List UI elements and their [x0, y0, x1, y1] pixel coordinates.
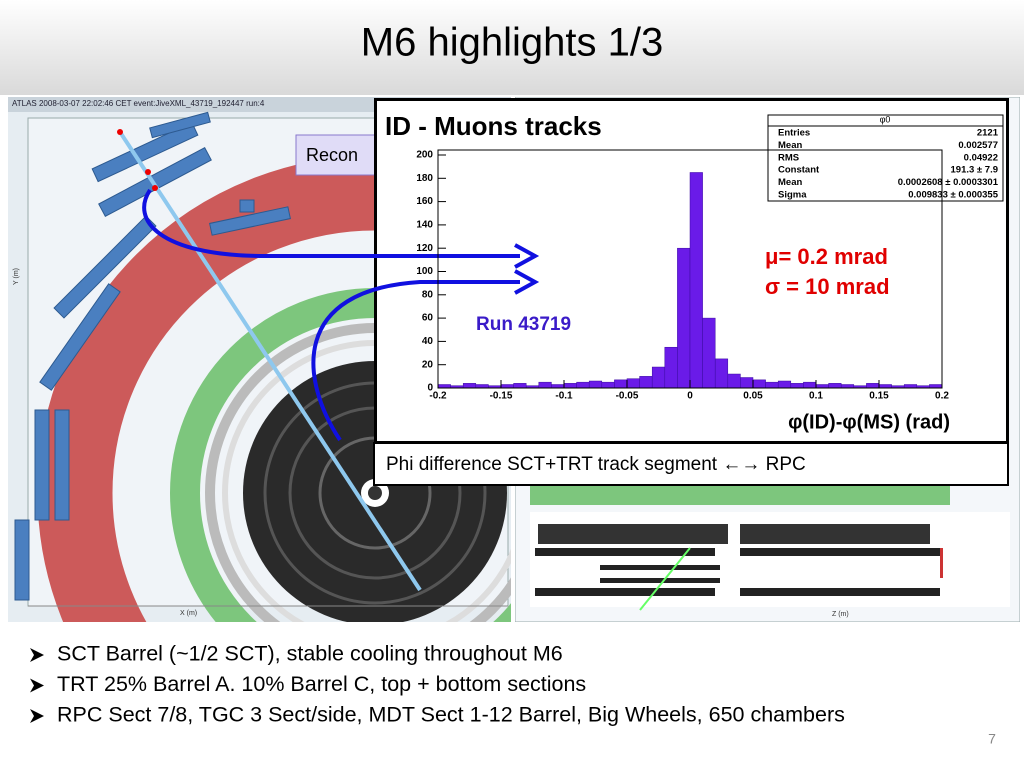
stats-value: 191.3 ± 7.9: [951, 165, 998, 176]
histogram-bar: [790, 383, 804, 389]
x-tick-label: -0.1: [555, 391, 573, 402]
bullet-marker: [30, 648, 44, 662]
bullet-text: RPC Sect 7/8, TGC 3 Sect/side, MDT Sect …: [57, 703, 845, 727]
histogram-bar: [664, 346, 678, 389]
histogram-bar: [866, 383, 880, 389]
histogram-bar: [765, 381, 779, 389]
histogram-bar: [714, 358, 729, 389]
histogram-bar: [475, 384, 489, 389]
histogram-title: ID - Muons tracks: [385, 111, 602, 141]
z-axis-label: Z (m): [832, 611, 849, 618]
x-tick-label: 0.2: [935, 391, 949, 402]
histogram-bar: [639, 376, 653, 389]
annotation: μ= 0.2 mrad: [765, 244, 888, 269]
stats-label: RMS: [778, 152, 799, 163]
histogram-bar: [651, 366, 666, 389]
histogram-bar: [702, 317, 716, 389]
caption: Phi difference SCT+TRT track segment ←→ …: [386, 454, 806, 475]
histogram-bar: [500, 384, 514, 389]
y-tick-label: 20: [422, 359, 434, 370]
caption-box: [373, 442, 1009, 486]
stats-value: 0.04922: [964, 152, 998, 163]
histogram-bar: [576, 381, 590, 389]
annotation: σ = 10 mrad: [765, 274, 890, 299]
histogram-bar: [677, 247, 691, 389]
stats-label: Mean: [778, 140, 802, 151]
x-tick-label: -0.05: [616, 391, 639, 402]
y-tick-label: 0: [427, 383, 433, 394]
banner: ATLAS 2008-03-07 22:02:46 CET event:Jive…: [12, 99, 265, 108]
stats-label: Mean: [778, 177, 802, 188]
x-tick-label: 0.15: [869, 391, 889, 402]
stats-label: Entries: [778, 128, 810, 139]
slide-title: M6 highlights 1/3: [361, 21, 663, 65]
histogram-bar: [828, 383, 842, 389]
histogram-bar: [903, 384, 918, 389]
y-tick-label: 80: [422, 289, 434, 300]
histogram-bar: [803, 381, 817, 389]
histogram-bar: [614, 379, 628, 389]
bullet-marker: [30, 678, 44, 693]
stats-label: Constant: [778, 165, 820, 176]
x-tick-label: 0.05: [743, 391, 763, 402]
x-tick-label: -0.15: [490, 391, 513, 402]
histogram-bar: [689, 172, 703, 389]
y-tick-label: 140: [416, 220, 433, 231]
label-box: [295, 134, 377, 176]
bullet-marker: [30, 709, 44, 723]
histogram-bar: [538, 381, 552, 389]
annotation: Run 43719: [476, 314, 571, 335]
page-number: 7: [988, 731, 996, 747]
bullet-text: TRT 25% Barrel A. 10% Barrel C, top + bo…: [57, 672, 586, 696]
y-tick-label: 200: [416, 150, 433, 161]
stats-label: Sigma: [778, 190, 807, 201]
histogram-bar: [929, 384, 943, 389]
histogram-bar: [727, 373, 741, 389]
histogram-bar: [513, 383, 527, 389]
title-bar: [0, 0, 1024, 95]
y-tick-label: 60: [422, 313, 434, 324]
arrows: [142, 188, 540, 442]
y-tick-label: 40: [422, 336, 434, 347]
x-axis-label: X (m): [180, 610, 197, 617]
histogram-bar: [878, 384, 892, 389]
histogram-bar: [588, 380, 603, 389]
histogram-bar: [740, 377, 754, 389]
stats-box: [767, 114, 1004, 202]
histogram-bar: [777, 380, 792, 389]
x-tick-label: 0: [687, 391, 693, 402]
x-axis-label: φ(ID)-φ(MS) (rad): [788, 411, 950, 433]
histogram-bar: [601, 381, 615, 389]
histogram-bar: [752, 379, 766, 389]
y-axis-label: Y (m): [13, 268, 20, 285]
x-tick-label: -0.2: [429, 391, 447, 402]
y-tick-label: 180: [416, 173, 433, 184]
stats-value: 2121: [977, 128, 999, 139]
bullet-text: SCT Barrel (~1/2 SCT), stable cooling th…: [57, 642, 563, 666]
histogram-bar: [815, 384, 829, 389]
y-tick-label: 100: [416, 266, 433, 277]
histogram-bar: [840, 384, 855, 389]
label-text: Recon: [306, 145, 358, 165]
stats-title: φ0: [880, 114, 891, 124]
x-tick-label: 0.1: [809, 391, 823, 402]
stats-value: 0.0002608 ± 0.0003301: [898, 177, 999, 188]
histogram-bar: [462, 383, 477, 389]
y-tick-label: 120: [416, 243, 433, 254]
histogram-bar: [626, 378, 640, 389]
histogram-bar: [551, 384, 565, 389]
stats-value: 0.002577: [958, 140, 998, 151]
y-tick-label: 160: [416, 196, 433, 207]
histogram-bar: [563, 383, 577, 389]
histogram-bar: [437, 384, 451, 389]
stats-value: 0.009833 ± 0.000355: [908, 190, 998, 201]
